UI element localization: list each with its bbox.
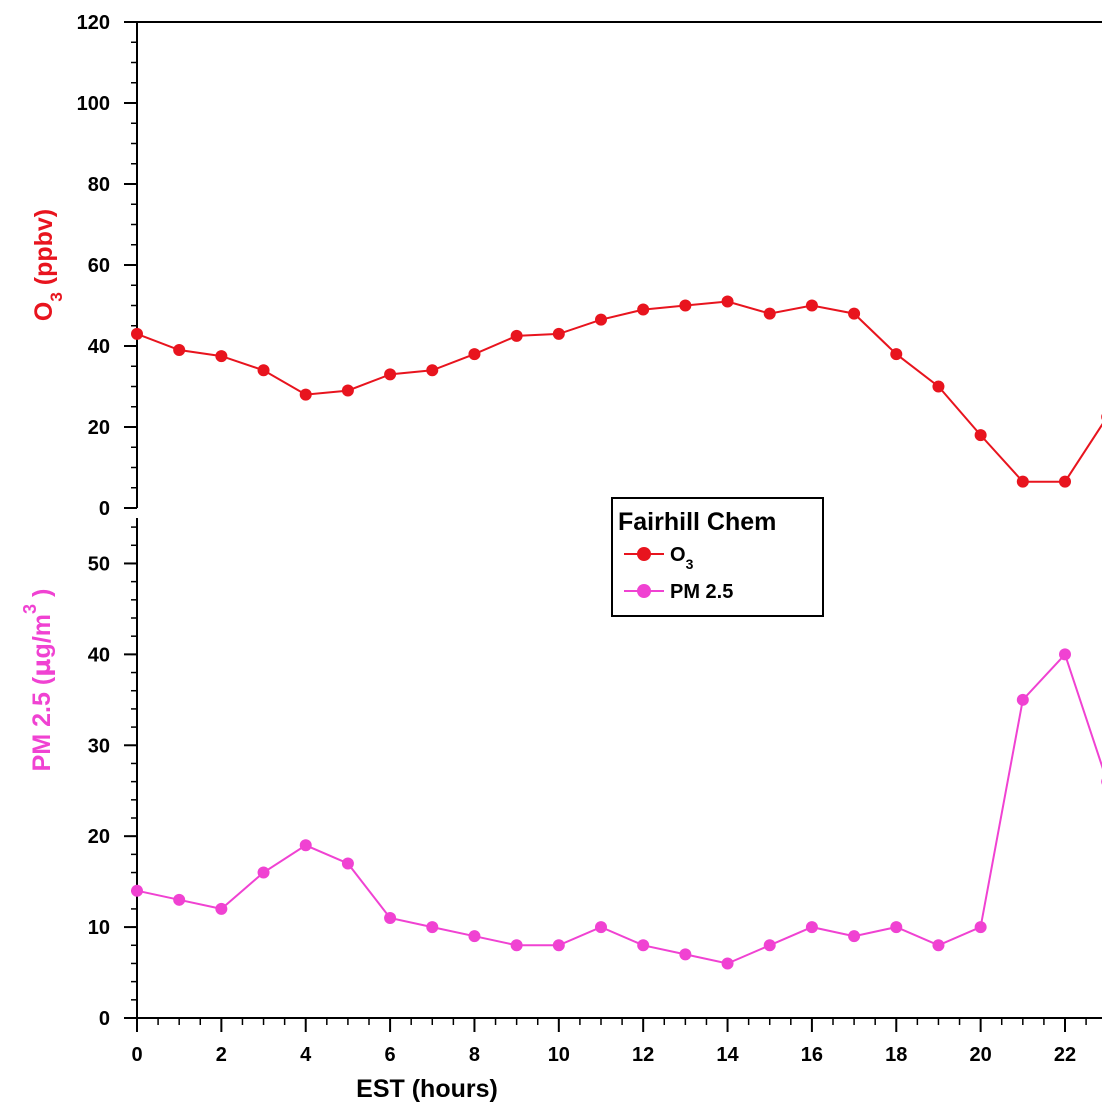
pm25-series-line bbox=[136, 652, 1102, 965]
o3-point bbox=[173, 344, 186, 357]
o3-point bbox=[510, 329, 523, 342]
o3-point bbox=[721, 295, 734, 308]
pm25-y-tick-label: 0 bbox=[99, 1008, 110, 1030]
pm25-point bbox=[131, 884, 143, 897]
o3-point bbox=[426, 364, 439, 377]
x-tick-label: 16 bbox=[801, 1044, 823, 1066]
o3-point bbox=[763, 307, 776, 320]
o3-point bbox=[384, 368, 397, 381]
o3-y-tick-label: 60 bbox=[88, 255, 110, 277]
pm25-axis-title-rest: g/m bbox=[28, 614, 56, 658]
legend-o3-label-main: O bbox=[670, 544, 686, 566]
pm25-point bbox=[679, 948, 692, 961]
pm25-point bbox=[721, 957, 734, 970]
pm25-y-tick-label: 10 bbox=[88, 917, 110, 939]
o3-axis-title-sub: 3 bbox=[47, 292, 66, 301]
x-axis: 0 2 4 6 8 10 12 14 16 18 20 22 bbox=[131, 1017, 1102, 1066]
pm25-y-tick-label: 40 bbox=[88, 644, 110, 666]
legend-o3-label: O3 bbox=[670, 544, 694, 572]
legend: Fairhill Chem O3 PM 2.5 bbox=[611, 497, 824, 617]
pm25-point bbox=[299, 839, 312, 852]
pm25-point bbox=[257, 866, 270, 879]
pm25-point bbox=[637, 939, 650, 952]
pm25-point bbox=[173, 893, 186, 906]
pm25-axis-title-main: PM 2.5 ( bbox=[28, 676, 56, 771]
pm25-y-tick-label: 20 bbox=[88, 826, 110, 848]
o3-series-line bbox=[136, 300, 1102, 483]
o3-point bbox=[974, 429, 987, 442]
o3-point bbox=[552, 327, 565, 340]
x-tick-label: 18 bbox=[885, 1044, 907, 1066]
o3-point bbox=[299, 388, 312, 401]
o3-point bbox=[890, 348, 903, 361]
legend-pm25-label: PM 2.5 bbox=[670, 581, 733, 603]
pm25-point bbox=[805, 921, 818, 934]
pm25-point bbox=[468, 930, 481, 943]
o3-point bbox=[637, 303, 650, 316]
o3-point bbox=[932, 380, 945, 393]
pm25-y-tick-label: 30 bbox=[88, 735, 110, 757]
o3-y-tick-label: 100 bbox=[77, 93, 110, 115]
o3-point bbox=[1016, 475, 1029, 488]
legend-o3-marker bbox=[637, 547, 651, 561]
o3-axis-title: O3 (ppbv) bbox=[30, 209, 66, 321]
o3-point bbox=[215, 350, 228, 363]
o3-point bbox=[341, 384, 354, 397]
legend-o3-label-sub: 3 bbox=[686, 556, 694, 572]
pm25-point bbox=[341, 857, 354, 870]
x-tick-label: 4 bbox=[300, 1044, 312, 1066]
pm25-point bbox=[552, 939, 565, 952]
pm25-point bbox=[426, 921, 439, 934]
o3-panel: 0 20 40 60 80 100 120 bbox=[77, 12, 1102, 520]
legend-pm25-marker bbox=[637, 584, 651, 598]
o3-y-tick-label: 120 bbox=[77, 12, 110, 34]
pm25-panel: 0 10 20 30 40 50 bbox=[88, 518, 1102, 1030]
o3-y-tick-label: 0 bbox=[99, 498, 110, 520]
pm25-y-tick-label: 50 bbox=[88, 553, 110, 575]
pm25-axis-title-mu: µ bbox=[27, 658, 56, 676]
o3-point bbox=[848, 307, 861, 320]
x-tick-label: 8 bbox=[469, 1044, 480, 1066]
pm25-point bbox=[763, 939, 776, 952]
pm25-point bbox=[384, 912, 397, 924]
o3-point bbox=[679, 299, 692, 312]
x-tick-label: 6 bbox=[385, 1044, 396, 1066]
pm25-point bbox=[1016, 693, 1029, 706]
x-tick-label: 2 bbox=[216, 1044, 227, 1066]
pm25-axis-title: PM 2.5 (µg/m3 ) bbox=[20, 589, 56, 772]
o3-point bbox=[257, 364, 270, 377]
pm25-axis-title-close: ) bbox=[28, 589, 56, 604]
o3-point bbox=[468, 348, 481, 361]
x-axis-title: EST (hours) bbox=[356, 1075, 498, 1103]
o3-point bbox=[595, 313, 607, 326]
pm25-point bbox=[932, 939, 945, 952]
pm25-point bbox=[1059, 648, 1071, 661]
o3-y-tick-label: 40 bbox=[88, 336, 110, 358]
pm25-axis-title-sup: 3 bbox=[20, 604, 40, 614]
o3-point bbox=[805, 299, 818, 312]
o3-axis-title-rest: (ppbv) bbox=[30, 209, 58, 292]
pm25-point bbox=[848, 930, 861, 943]
o3-point bbox=[1059, 475, 1071, 488]
pm25-point bbox=[974, 921, 987, 934]
legend-title: Fairhill Chem bbox=[618, 508, 776, 536]
o3-y-tick-label: 20 bbox=[88, 417, 110, 439]
pm25-point bbox=[510, 939, 523, 952]
o3-axis-title-main: O bbox=[30, 302, 58, 321]
o3-y-tick-label: 80 bbox=[88, 174, 110, 196]
x-tick-label: 12 bbox=[632, 1044, 654, 1066]
x-tick-label: 10 bbox=[548, 1044, 570, 1066]
x-tick-label: 22 bbox=[1054, 1044, 1076, 1066]
pm25-point bbox=[215, 902, 228, 915]
x-tick-label: 0 bbox=[131, 1044, 142, 1066]
o3-point bbox=[131, 327, 143, 340]
x-tick-label: 20 bbox=[970, 1044, 992, 1066]
pm25-point bbox=[890, 921, 903, 934]
x-tick-label: 14 bbox=[716, 1044, 739, 1066]
pm25-point bbox=[595, 921, 607, 934]
